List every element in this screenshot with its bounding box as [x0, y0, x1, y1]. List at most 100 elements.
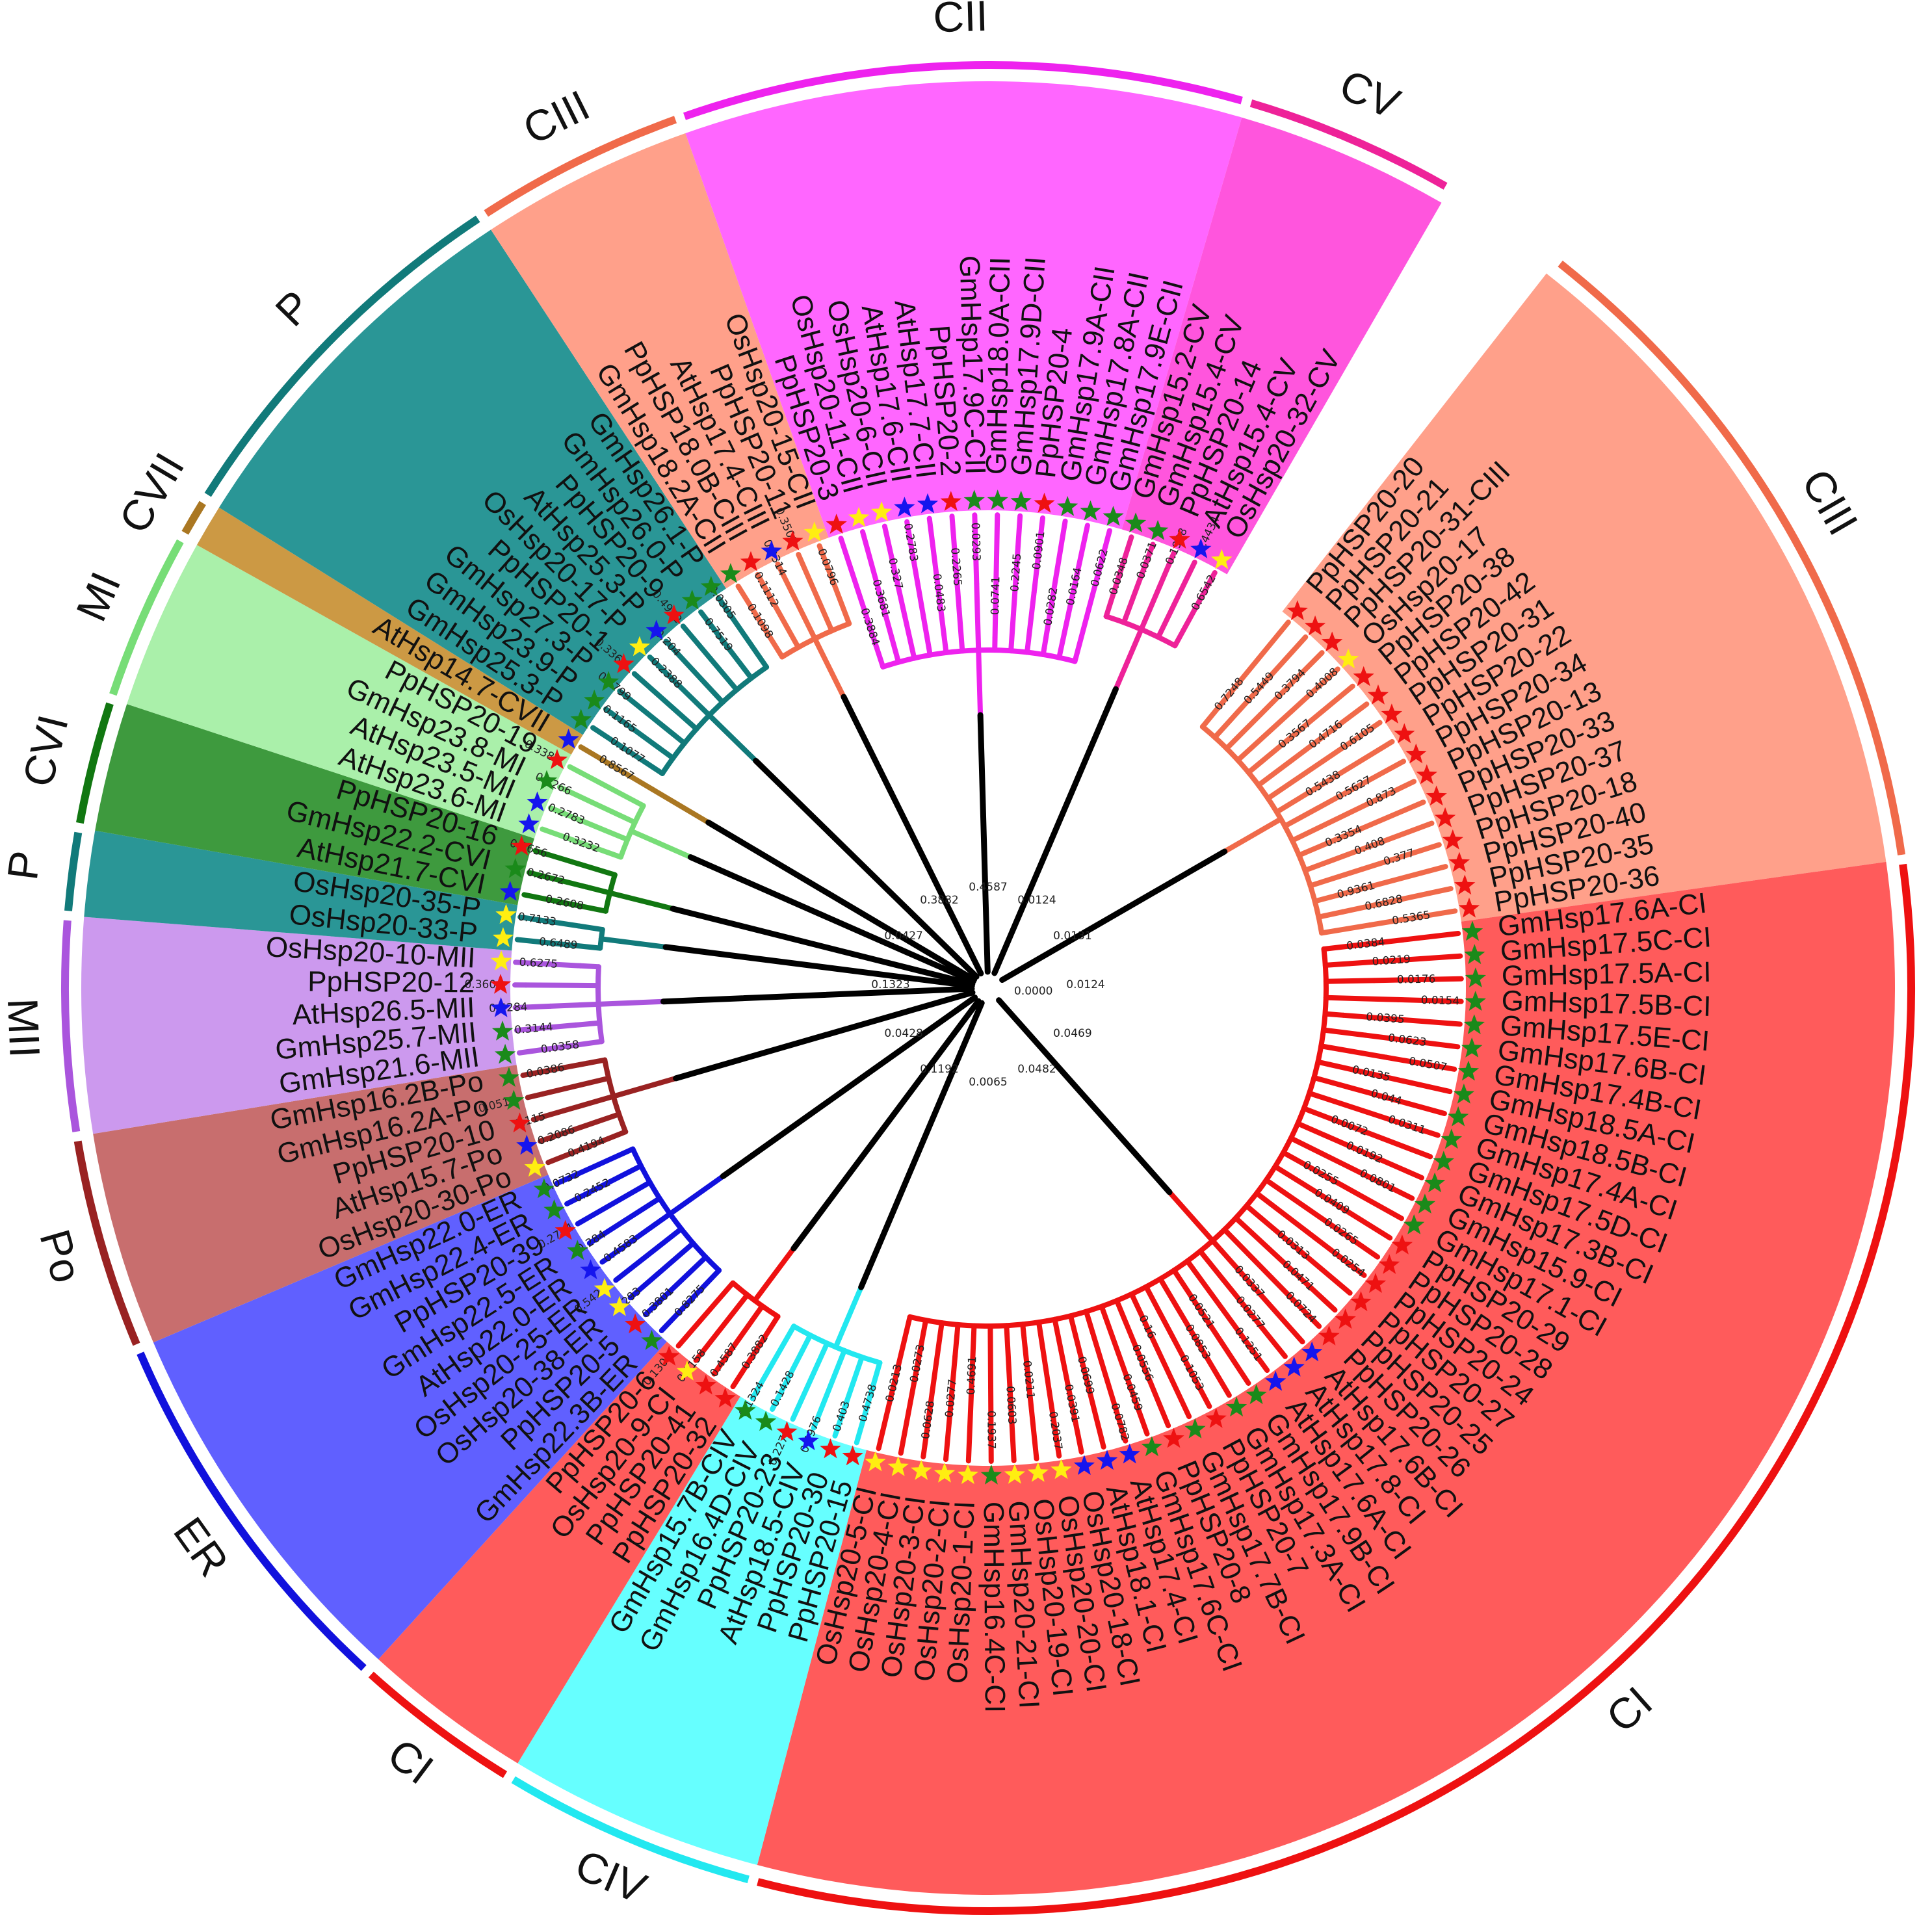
- branch-length-label: 0.0072: [1329, 1113, 1370, 1139]
- species-star-red: [613, 653, 634, 673]
- species-star-red: [555, 1219, 576, 1240]
- leaf-branch: [1315, 1059, 1333, 1067]
- species-star-yellow: [870, 501, 893, 521]
- branch-length-label: 0.7519: [701, 616, 735, 654]
- backbone-length-label: 0.0124: [1017, 894, 1056, 907]
- species-star-green: [1463, 1014, 1485, 1034]
- branch-length-label: 0.377: [1382, 846, 1416, 868]
- branch-length-label: 0.1251: [1232, 1325, 1265, 1364]
- leaf-branch: [1323, 1133, 1424, 1180]
- leaf-branch: [1340, 1012, 1463, 1027]
- leaf-branch: [556, 784, 594, 805]
- leaf-branch: [1175, 1273, 1251, 1386]
- leaf-branch: [775, 561, 796, 599]
- leaf-branch: [854, 1360, 883, 1446]
- species-star-red: [940, 491, 961, 511]
- clade-label-P-a: P: [0, 848, 49, 883]
- branch-length-label: 0.16: [1136, 1313, 1158, 1341]
- leaf-branch: [1020, 1322, 1027, 1341]
- species-star-green: [1147, 519, 1169, 540]
- species-star-red: [1169, 528, 1190, 549]
- leaf-branch: [513, 959, 583, 969]
- species-star-red: [826, 514, 847, 534]
- leaf-branch: [1235, 709, 1294, 763]
- clade-stem: [598, 936, 668, 950]
- clade-sector-CVII: [196, 507, 583, 755]
- branch-length-label: 0.0176: [1397, 973, 1436, 987]
- species-star-red: [663, 604, 685, 625]
- branch-length-label: 0.2037: [1046, 1411, 1065, 1451]
- species-star-yellow: [492, 927, 514, 947]
- clade-sector-CVI: [95, 704, 534, 905]
- backbone-branch: [720, 994, 978, 1179]
- leaf-branch: [790, 593, 818, 642]
- leaf-branch: [1067, 1313, 1078, 1338]
- backbone-length-label: 0.0482: [1017, 1063, 1056, 1076]
- branch-length-label: 0.044: [1369, 1087, 1403, 1108]
- clade-stem: [649, 787, 711, 826]
- leaf-branch: [566, 858, 618, 878]
- species-star-green: [1441, 1128, 1462, 1149]
- species-star-green: [1453, 1083, 1474, 1104]
- branch-length-label: 0.0311: [1387, 1113, 1428, 1137]
- species-star-red: [1353, 666, 1374, 686]
- species-star-yellow: [957, 1464, 979, 1485]
- backbone-branch: [999, 848, 1228, 983]
- species-star-green: [1010, 490, 1032, 511]
- leaf-branch: [1024, 590, 1037, 655]
- leaf-branch: [554, 1161, 603, 1186]
- species-star-yellow: [933, 1463, 956, 1483]
- leaf-branch: [514, 937, 603, 951]
- species-star-green: [1464, 944, 1485, 965]
- leaf-branch: [1285, 738, 1395, 809]
- species-star-blue: [894, 497, 915, 517]
- leaf-branch: [941, 632, 949, 656]
- leaf-branch: [640, 678, 699, 732]
- leaf-branch: [1073, 1332, 1106, 1450]
- leaf-branch: [573, 1020, 603, 1028]
- species-star-blue: [917, 493, 939, 514]
- species-star-green: [1457, 1060, 1480, 1081]
- species-star-green: [735, 1400, 756, 1420]
- species-star-green: [498, 1067, 519, 1087]
- tree-branches: [512, 512, 1464, 1464]
- branch-length-label: 0.4194: [566, 1134, 607, 1160]
- leaf-label: GmHsp17.5A-CI: [1501, 956, 1712, 992]
- species-star-green: [491, 1021, 514, 1041]
- clade-arc-CIII: [1558, 260, 1906, 855]
- leaf-branch: [920, 1375, 937, 1460]
- species-star-green: [1246, 1384, 1267, 1405]
- branch-length-label: 0.0273: [907, 1344, 928, 1384]
- leaf-branch: [586, 1218, 627, 1246]
- species-star-green: [1465, 967, 1486, 987]
- leaf-branch: [1344, 779, 1417, 817]
- clade-stem: [610, 1075, 679, 1099]
- species-star-green: [681, 590, 703, 610]
- leaf-branch: [617, 688, 650, 716]
- leaf-branch: [1171, 1268, 1181, 1279]
- leaf-branch: [536, 1075, 612, 1098]
- leaf-branch: [1367, 908, 1458, 928]
- species-star-red: [1442, 829, 1463, 850]
- backbone-branch: [858, 1000, 985, 1290]
- species-star-red: [1286, 600, 1308, 620]
- species-star-red: [1448, 852, 1470, 872]
- leaf-branch: [1321, 931, 1461, 952]
- leaf-branch: [956, 606, 965, 654]
- leaf-branch: [1116, 1350, 1150, 1437]
- clade-label-CI-a: CI: [1597, 1677, 1661, 1741]
- species-star-green: [980, 1465, 1002, 1485]
- backbone-branch: [991, 686, 1119, 976]
- leaf-branch: [1221, 1277, 1288, 1359]
- species-star-blue: [516, 1134, 538, 1155]
- species-star-yellow: [1051, 1459, 1072, 1479]
- species-star-blue: [490, 997, 512, 1017]
- leaf-branch: [1312, 1234, 1367, 1278]
- leaf-branch: [691, 636, 740, 693]
- leaf-branch: [730, 1314, 781, 1390]
- leaf-branch: [859, 529, 895, 642]
- leaf-branch: [816, 543, 846, 610]
- leaf-branch: [1255, 757, 1295, 788]
- clade-stem: [1221, 816, 1284, 854]
- leaf-branch: [1316, 909, 1346, 920]
